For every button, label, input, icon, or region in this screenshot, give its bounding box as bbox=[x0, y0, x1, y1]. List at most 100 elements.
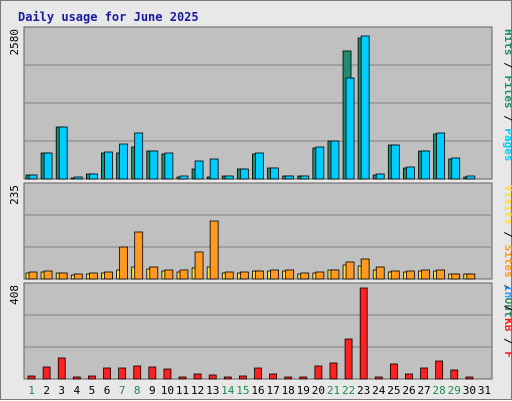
legend-item: Files bbox=[502, 75, 512, 108]
bar-kb-f-day-11 bbox=[178, 376, 187, 380]
bar-kb-f-day-30 bbox=[465, 376, 474, 380]
bar-files-day-30 bbox=[466, 175, 476, 180]
bar-kb-f-day-28 bbox=[435, 360, 444, 380]
bar-files-day-26 bbox=[406, 166, 415, 180]
panel-bg-2 bbox=[23, 182, 493, 280]
day-label-8: 8 bbox=[134, 384, 141, 397]
bar-files-day-12 bbox=[194, 160, 204, 180]
bar-files-day-13 bbox=[209, 158, 219, 180]
bar-kb-f-day-12 bbox=[193, 373, 202, 380]
legend-item: KB bbox=[502, 318, 512, 332]
bar-files-day-29 bbox=[451, 157, 461, 180]
bar-kb-f-day-1 bbox=[27, 375, 36, 380]
bar-kb-f-day-25 bbox=[389, 363, 398, 380]
bar-files-day-20 bbox=[315, 146, 325, 180]
bar-sites-day-20 bbox=[315, 271, 325, 280]
legend-item: Hits bbox=[502, 29, 512, 56]
bar-sites-day-13 bbox=[209, 220, 219, 280]
bar-kb-f-day-15 bbox=[239, 375, 247, 380]
day-label-2: 2 bbox=[43, 384, 50, 397]
day-label-6: 6 bbox=[104, 384, 111, 397]
bar-files-day-27 bbox=[421, 150, 430, 180]
bar-kb-f-day-9 bbox=[148, 366, 157, 380]
legend-separator: / bbox=[502, 109, 512, 129]
bar-files-day-10 bbox=[164, 152, 174, 180]
bar-files-day-1 bbox=[28, 174, 38, 180]
day-label-13: 13 bbox=[206, 384, 219, 397]
bar-sites-day-1 bbox=[28, 271, 38, 280]
bar-files-day-9 bbox=[149, 150, 159, 180]
bar-sites-day-4 bbox=[73, 273, 83, 280]
bar-kb-f-day-19 bbox=[299, 376, 308, 380]
bar-sites-day-6 bbox=[104, 271, 113, 280]
legend-item: Pages bbox=[502, 128, 512, 161]
bar-sites-day-10 bbox=[164, 269, 174, 280]
legend-item: Out bbox=[502, 298, 512, 318]
bar-sites-day-25 bbox=[390, 270, 400, 280]
day-label-16: 16 bbox=[251, 384, 264, 397]
bar-files-day-17 bbox=[270, 167, 279, 180]
y-max-label-2: 235 bbox=[8, 185, 21, 205]
day-label-29: 29 bbox=[448, 384, 461, 397]
day-label-25: 25 bbox=[387, 384, 400, 397]
day-label-11: 11 bbox=[176, 384, 189, 397]
day-label-22: 22 bbox=[342, 384, 355, 397]
bar-sites-day-30 bbox=[466, 273, 476, 280]
day-label-17: 17 bbox=[266, 384, 279, 397]
bar-files-day-2 bbox=[43, 152, 53, 180]
day-label-3: 3 bbox=[58, 384, 65, 397]
bar-sites-day-3 bbox=[58, 272, 68, 280]
bar-kb-f-day-6 bbox=[103, 367, 111, 380]
day-label-26: 26 bbox=[402, 384, 415, 397]
bar-files-day-6 bbox=[104, 151, 113, 180]
bar-sites-day-23 bbox=[360, 258, 370, 280]
legend-separator: / bbox=[502, 331, 512, 351]
bar-files-day-7 bbox=[119, 143, 128, 180]
bar-sites-day-21 bbox=[330, 269, 340, 280]
bar-sites-day-28 bbox=[436, 269, 446, 280]
bar-kb-f-day-16 bbox=[254, 367, 262, 380]
day-label-23: 23 bbox=[357, 384, 370, 397]
bar-files-day-11 bbox=[179, 175, 189, 180]
bar-sites-day-8 bbox=[134, 231, 144, 280]
bar-files-day-21 bbox=[330, 140, 340, 180]
legend-item: F bbox=[502, 351, 512, 358]
bar-kb-f-day-18 bbox=[284, 376, 293, 380]
day-label-12: 12 bbox=[191, 384, 204, 397]
day-label-19: 19 bbox=[297, 384, 310, 397]
bar-sites-day-22 bbox=[345, 261, 355, 280]
bar-sites-day-14 bbox=[224, 271, 234, 280]
bar-kb-f-day-22 bbox=[344, 338, 353, 380]
day-label-9: 9 bbox=[149, 384, 156, 397]
bar-files-day-24 bbox=[375, 173, 385, 180]
day-label-15: 15 bbox=[236, 384, 249, 397]
bar-kb-f-day-13 bbox=[208, 374, 217, 380]
bar-sites-day-18 bbox=[285, 269, 295, 280]
bar-sites-day-15 bbox=[239, 271, 249, 280]
bar-sites-day-2 bbox=[43, 270, 53, 280]
bar-sites-day-11 bbox=[179, 269, 189, 280]
bar-kb-f-day-7 bbox=[118, 367, 127, 380]
day-label-14: 14 bbox=[221, 384, 235, 397]
bar-files-day-28 bbox=[436, 132, 446, 180]
bar-files-day-3 bbox=[58, 126, 68, 180]
bar-kb-f-day-3 bbox=[57, 357, 66, 380]
bar-sites-day-16 bbox=[255, 270, 264, 280]
bar-kb-f-day-4 bbox=[72, 376, 81, 380]
bar-kb-f-day-5 bbox=[88, 375, 96, 380]
bar-files-day-8 bbox=[134, 132, 144, 180]
bar-files-day-16 bbox=[255, 152, 264, 180]
day-label-20: 20 bbox=[312, 384, 325, 397]
bar-files-day-25 bbox=[390, 144, 400, 180]
day-label-10: 10 bbox=[161, 384, 174, 397]
day-label-27: 27 bbox=[417, 384, 430, 397]
legend-separator: / bbox=[502, 278, 512, 298]
legend-item: Sites bbox=[502, 245, 512, 278]
bar-sites-day-26 bbox=[406, 270, 415, 280]
day-label-30: 30 bbox=[463, 384, 476, 397]
bar-files-day-15 bbox=[239, 168, 249, 180]
bar-sites-day-17 bbox=[270, 269, 279, 280]
bar-kb-f-day-27 bbox=[420, 367, 428, 380]
day-label-18: 18 bbox=[282, 384, 295, 397]
